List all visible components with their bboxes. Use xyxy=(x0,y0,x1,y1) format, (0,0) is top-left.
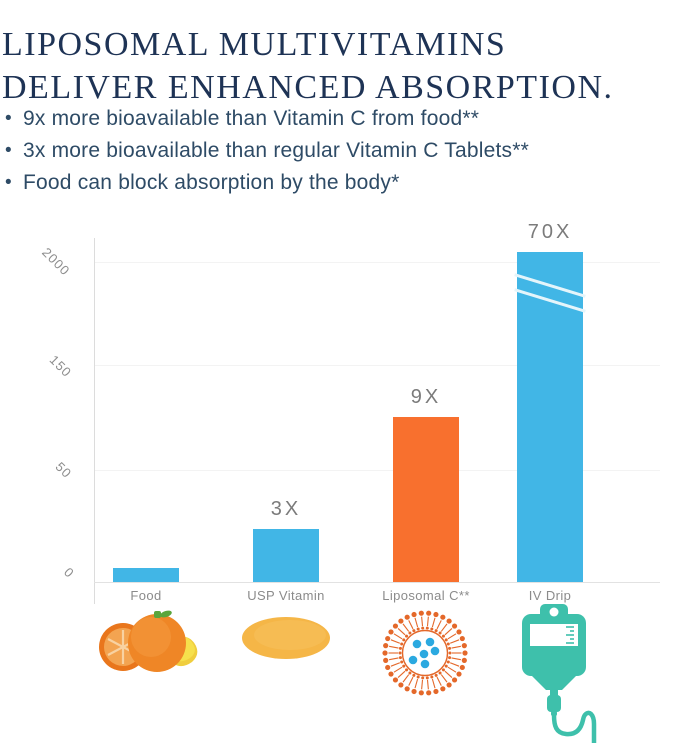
gridline-50 xyxy=(94,470,660,471)
bullet-dot: • xyxy=(5,140,12,161)
x-axis-label: Food xyxy=(130,588,162,603)
bar-food xyxy=(113,568,179,582)
y-axis-line xyxy=(94,238,95,604)
y-tick-50: 50 xyxy=(52,459,75,482)
x-axis-label: USP Vitamin xyxy=(247,588,325,603)
bar-value-label: 3X xyxy=(270,498,302,520)
gridline-2000 xyxy=(94,262,660,263)
page-title: LIPOSOMAL MULTIVITAMINS DELIVER ENHANCED… xyxy=(2,23,679,109)
bar-liposomal-c xyxy=(393,417,459,582)
iv-drip-bag-icon xyxy=(522,604,597,743)
gridline-150 xyxy=(94,365,660,366)
bullet-text: 3x more bioavailable than regular Vitami… xyxy=(23,139,529,162)
title-line-2: DELIVER ENHANCED ABSORPTION. xyxy=(2,68,614,106)
bullet-dot: • xyxy=(5,108,12,129)
x-axis-label: Liposomal C** xyxy=(382,588,470,603)
x-axis-line xyxy=(94,582,660,583)
x-axis-label: IV Drip xyxy=(528,588,572,603)
bullet-text: Food can block absorption by the body* xyxy=(23,171,400,194)
bar-usp-vitamin xyxy=(253,529,319,582)
tablet-icon xyxy=(242,617,330,659)
bullet-item: • 3x more bioavailable than regular Vita… xyxy=(5,135,675,167)
y-tick-2000: 2000 xyxy=(39,244,74,279)
y-tick-0: 0 xyxy=(61,564,78,581)
bar-value-label: 9X xyxy=(410,386,442,408)
benefit-bullet-list: • 9x more bioavailable than Vitamin C fr… xyxy=(5,103,675,199)
title-line-1: LIPOSOMAL MULTIVITAMINS xyxy=(2,25,507,63)
bullet-text: 9x more bioavailable than Vitamin C from… xyxy=(23,107,480,130)
bullet-item: • 9x more bioavailable than Vitamin C fr… xyxy=(5,103,675,135)
bar-value-label: 70X xyxy=(527,221,573,243)
liposome-icon xyxy=(382,610,468,696)
bullet-dot: • xyxy=(5,172,12,193)
y-tick-150: 150 xyxy=(46,352,75,381)
oranges-and-lemon-icon xyxy=(99,610,198,672)
bullet-item: • Food can block absorption by the body* xyxy=(5,167,675,199)
